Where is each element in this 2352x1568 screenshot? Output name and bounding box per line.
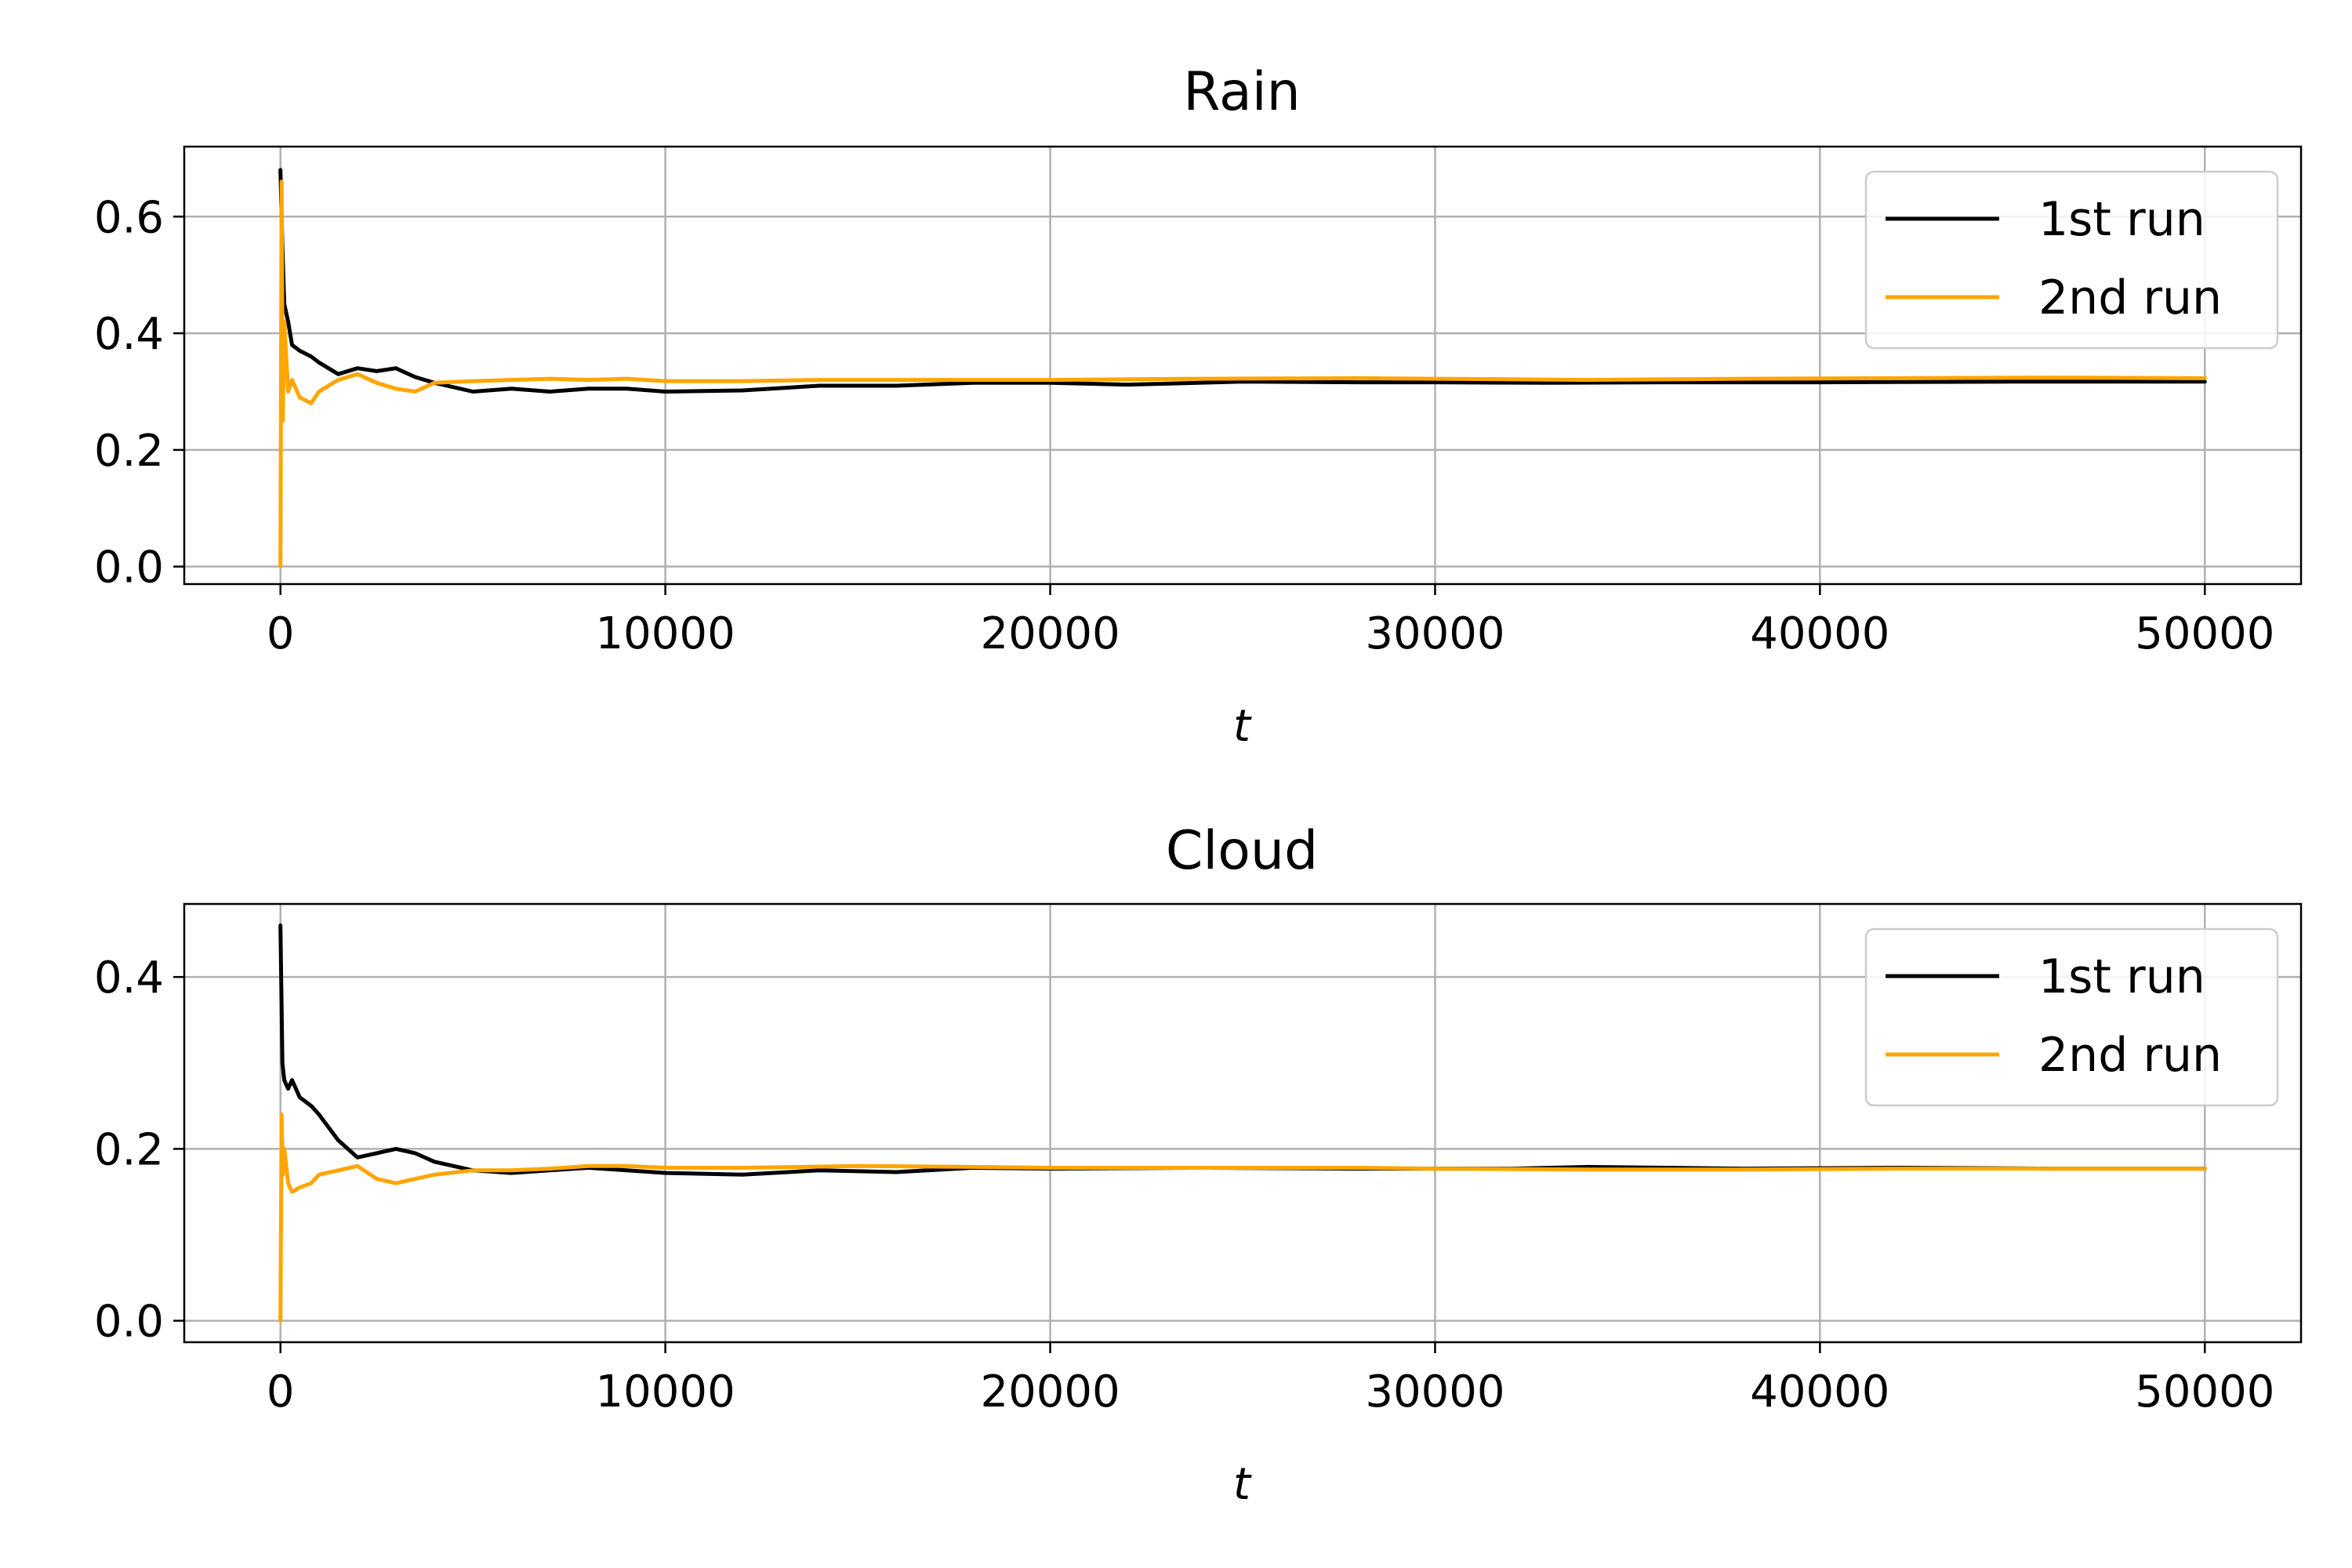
rain-x-tick-label: 10000 — [596, 608, 735, 659]
cloud-legend-box — [1864, 927, 2279, 1107]
rain-y-tick-label: 0.4 — [94, 309, 164, 360]
rain-x-tick-label: 40000 — [1750, 608, 1889, 659]
cloud-y-tick-label: 0.0 — [94, 1297, 164, 1348]
rain-y-tick-label: 0.0 — [94, 543, 164, 593]
rain-panel: Rain t 0 10000 20000 30000 40000 50000 0.0 0.2 0… — [94, 61, 2303, 752]
cloud-x-tick-label: 40000 — [1750, 1367, 1889, 1417]
cloud-series-line-2 — [278, 1112, 2207, 1323]
rain-legend-box — [1864, 170, 2279, 350]
cloud-x-tick-label: 10000 — [596, 1367, 735, 1417]
cloud-plot-frame — [183, 902, 2303, 1344]
rain-chart-title: Rain — [1183, 61, 1300, 123]
rain-series — [278, 168, 2207, 569]
rain-x-tick-label: 30000 — [1365, 608, 1504, 659]
cloud-legend-label-2: 2nd run — [2038, 1028, 2222, 1083]
rain-legend-label-2: 2nd run — [2038, 270, 2222, 325]
rain-x-tick-label: 20000 — [980, 608, 1120, 659]
rain-y-tick-label: 0.2 — [94, 426, 164, 477]
cloud-legend-label-1: 1st run — [2038, 949, 2205, 1004]
rain-x-axis-label: t — [1233, 701, 1252, 752]
rain-x-tick-label: 50000 — [2135, 608, 2274, 659]
cloud-y-tick-label: 0.2 — [94, 1124, 164, 1175]
rain-legend: 1st run 2nd run — [1864, 170, 2279, 350]
rain-y-tick-label: 0.6 — [94, 192, 164, 243]
cloud-x-axis-label: t — [1233, 1459, 1252, 1510]
cloud-x-tick-label: 20000 — [980, 1367, 1120, 1417]
cloud-y-tick-label: 0.4 — [94, 953, 164, 1004]
rain-series-line-2 — [278, 180, 2207, 569]
cloud-panel: Cloud t 0 10000 20000 30000 40000 50000 0.0 0.2… — [94, 820, 2303, 1510]
cloud-legend: 1st run 2nd run — [1864, 927, 2279, 1107]
cloud-x-tick-label: 50000 — [2135, 1367, 2274, 1417]
cloud-chart-title: Cloud — [1166, 820, 1318, 882]
rain-plot-frame — [183, 145, 2303, 586]
cloud-x-tick-label: 0 — [267, 1367, 295, 1417]
cloud-x-tick-label: 30000 — [1365, 1367, 1504, 1417]
rain-series-line-1 — [278, 168, 2207, 394]
rain-x-tick-label: 0 — [267, 608, 295, 659]
cloud-series — [278, 923, 2207, 1323]
rain-legend-label-1: 1st run — [2038, 192, 2205, 247]
